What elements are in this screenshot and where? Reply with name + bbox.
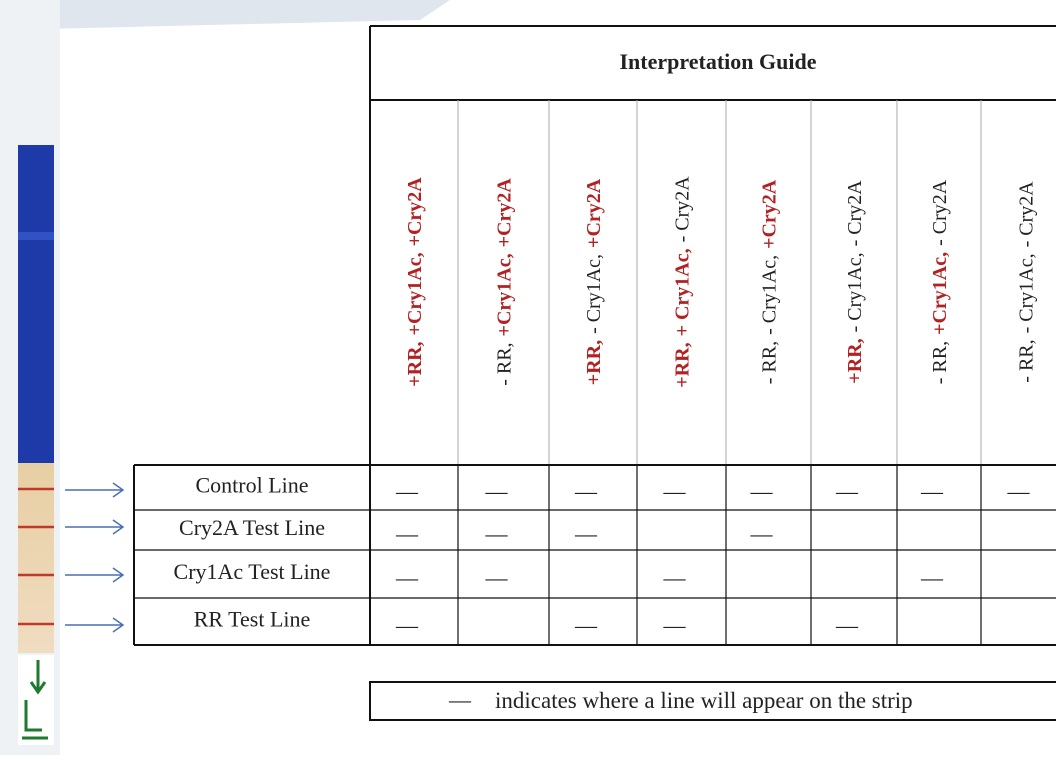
test-strip [18,463,54,653]
legend-box [369,681,1056,721]
header-part: - Cry1Ac, [844,252,866,332]
column-header: +RR, + Cry1Ac, - Cry2A [672,176,694,388]
header-part: - Cry2A [1016,181,1038,248]
line-marker: — [485,479,509,504]
header-part: +Cry2A [583,178,605,248]
header-part: +Cry2A [759,179,781,249]
header-part: + Cry1Ac, [672,248,694,336]
line-marker: — [395,521,419,546]
line-marker: — [750,521,774,546]
header-part: +Cry1Ac, [929,252,951,335]
column-header: - RR, - Cry1Ac, - Cry2A [1016,181,1038,383]
header-part: - Cry1Ac, [583,254,605,334]
strip-pad [18,145,54,463]
header-part: +Cry2A [404,177,426,247]
line-marker: — [835,479,859,504]
line-marker: — [395,565,419,590]
row-label: Control Line [195,473,308,498]
column-header: +RR, - Cry1Ac, - Cry2A [844,180,866,384]
strip-band [18,232,54,240]
header-part: - Cry2A [844,180,866,247]
line-marker: — [395,613,419,638]
line-marker: — [574,613,598,638]
line-marker: — [920,565,944,590]
line-marker: — [395,479,419,504]
column-header: - RR, +Cry1Ac, +Cry2A [494,178,516,386]
line-marker: — [574,479,598,504]
line-marker: — [835,613,859,638]
row-label: RR Test Line [194,607,311,632]
header-part: +RR, [672,342,694,387]
line-marker: — [663,479,687,504]
pointer-arrows [65,482,125,633]
header-part: +RR, [844,338,866,383]
column-header: - RR, +Cry1Ac, - Cry2A [929,179,951,384]
line-marker: — [663,613,687,638]
column-header: - RR, - Cry1Ac, +Cry2A [759,179,781,384]
legend-text: indicates where a line will appear on th… [495,688,913,713]
header-part: +Cry1Ac, [404,252,426,335]
background-shape [0,0,450,30]
column-header: +RR, - Cry1Ac, +Cry2A [583,178,605,385]
line-marker: — [1007,479,1031,504]
header-part: +Cry2A [494,178,516,248]
header-part: - RR, [1016,339,1038,382]
line-marker: — [485,521,509,546]
line-marker: — [750,479,774,504]
strip-lines [18,487,54,626]
table-title: Interpretation Guide [620,49,817,74]
line-marker: — [574,521,598,546]
line-marker: — [485,565,509,590]
row-label: Cry2A Test Line [179,515,325,540]
header-part: - RR, [759,341,781,384]
header-part: - Cry1Ac, [759,255,781,335]
header-part: - Cry2A [929,179,951,246]
header-part: - RR, [929,341,951,384]
header-part: +RR, [583,340,605,385]
line-marker: — [920,479,944,504]
header-part: - Cry1Ac, [1016,253,1038,333]
legend-symbol: — [448,687,472,712]
header-part: - Cry2A [672,176,694,243]
header-part: +RR, [404,341,426,386]
column-header: +RR, +Cry1Ac, +Cry2A [404,177,426,387]
arrow-icon [22,660,48,740]
header-part: +Cry1Ac, [494,253,516,336]
header-part: - RR, [494,342,516,385]
row-label: Cry1Ac Test Line [174,559,331,584]
line-marker: — [663,565,687,590]
